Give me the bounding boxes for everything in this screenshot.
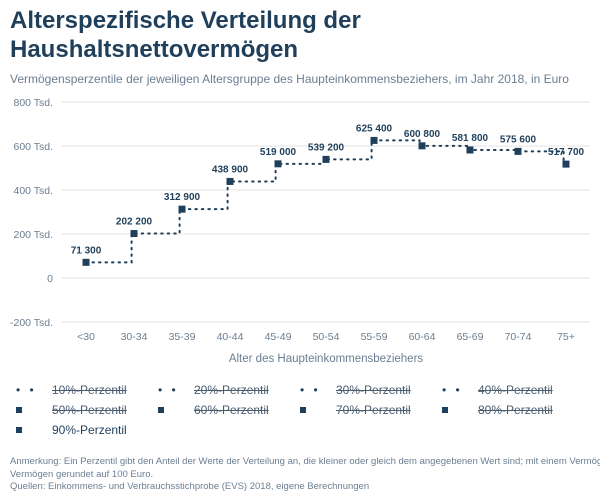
x-tick-label: 50-54 [313, 331, 340, 343]
legend-item-label: 70%-Perzentil [336, 403, 411, 417]
legend-item[interactable]: 90%-Perzentil [16, 422, 127, 438]
legend-item-label: 10%-Perzentil [52, 383, 127, 397]
legend-item-label: 50%-Perzentil [52, 403, 127, 417]
x-tick-label: 55-59 [361, 331, 388, 343]
x-tick-label: 40-44 [217, 331, 244, 343]
x-tick-label: 30-34 [121, 331, 148, 343]
data-label: 438 900 [212, 164, 249, 175]
x-tick-label: 35-39 [169, 331, 196, 343]
dotted-line-icon: • • [300, 383, 321, 397]
data-point [226, 177, 234, 185]
y-tick-label: 400 Tsd. [13, 185, 53, 197]
x-axis-title: Alter des Haupteinkommensbeziehers [229, 353, 424, 365]
square-marker-icon [158, 404, 182, 416]
footnote-rounding: Vermögen gerundet auf 100 Euro. [10, 468, 154, 480]
data-label: 575 600 [500, 134, 537, 145]
chart-title-line1: Alterspezifische Verteilung der [10, 7, 361, 34]
y-tick-label: 600 Tsd. [13, 141, 53, 153]
x-tick-label: <30 [77, 331, 95, 343]
legend-item[interactable]: • • 30%-Perzentil [300, 382, 411, 398]
y-tick-label: 0 [47, 273, 53, 285]
data-label: 202 200 [116, 217, 153, 228]
data-label: 581 800 [452, 133, 489, 144]
chart-subtitle: Vermögensperzentile der jeweiligen Alter… [10, 72, 569, 86]
legend-item[interactable]: 70%-Perzentil [300, 402, 411, 418]
square-marker-icon [16, 404, 40, 416]
x-tick-label: 65-69 [457, 331, 484, 343]
data-point [178, 205, 186, 213]
data-point [130, 230, 138, 238]
data-label: 539 200 [308, 142, 345, 153]
x-tick-label: 75+ [557, 331, 575, 343]
data-point [370, 136, 378, 144]
chart-title-line2: Haushaltsnettovermögen [10, 36, 299, 63]
legend-item[interactable]: 50%-Perzentil [16, 402, 127, 418]
data-point [82, 258, 90, 266]
x-tick-label: 45-49 [265, 331, 292, 343]
data-label: 519 000 [260, 147, 297, 158]
data-point [322, 155, 330, 163]
data-label: 600 800 [404, 129, 441, 140]
data-label: 625 400 [356, 123, 393, 134]
dotted-line-icon: • • [442, 383, 463, 397]
legend-item[interactable]: • • 10%-Perzentil [16, 382, 127, 398]
legend-item-label: 40%-Perzentil [478, 383, 553, 397]
chart-plot: -200 Tsd. 0 200 Tsd. 400 Tsd. 600 Tsd. 800 Ts… [10, 97, 590, 365]
data-label: 312 900 [164, 192, 201, 203]
y-tick-label: 800 Tsd. [13, 97, 53, 109]
footnotes: Anmerkung: Ein Perzentil gibt den Anteil… [10, 456, 600, 494]
legend-item-label: 30%-Perzentil [336, 383, 411, 397]
data-point [274, 160, 282, 168]
data-point [562, 160, 570, 168]
data-point [418, 142, 426, 150]
legend-item[interactable]: • • 20%-Perzentil [158, 382, 269, 398]
square-marker-icon [16, 424, 40, 436]
dotted-line-icon: • • [16, 383, 37, 397]
square-marker-icon [300, 404, 324, 416]
square-marker-icon [442, 404, 466, 416]
legend-item-label: 80%-Perzentil [478, 403, 553, 417]
x-tick-label: 60-64 [409, 331, 436, 343]
footnote-source: Quellen: Einkommens- und Verbrauchsstich… [10, 481, 370, 492]
legend-item[interactable]: • • 40%-Perzentil [442, 382, 553, 398]
dotted-line-icon: • • [158, 383, 179, 397]
legend-item-label: 90%-Perzentil [52, 423, 127, 437]
data-label: 517 700 [548, 147, 585, 158]
legend-item[interactable]: 80%-Perzentil [442, 402, 553, 418]
x-tick-label: 70-74 [505, 331, 532, 343]
y-tick-label: -200 Tsd. [10, 317, 53, 329]
chart-title: Alterspezifische Verteilung der Haushalt… [10, 6, 590, 64]
legend-item-label: 20%-Perzentil [194, 383, 269, 397]
legend-item-label: 60%-Perzentil [194, 403, 269, 417]
footnote-annotation: Anmerkung: Ein Perzentil gibt den Anteil… [10, 456, 600, 467]
legend-item[interactable]: 60%-Perzentil [158, 402, 269, 418]
y-tick-label: 200 Tsd. [13, 229, 53, 241]
data-label: 71 300 [71, 245, 102, 256]
data-point [466, 146, 474, 154]
data-point [514, 147, 522, 155]
